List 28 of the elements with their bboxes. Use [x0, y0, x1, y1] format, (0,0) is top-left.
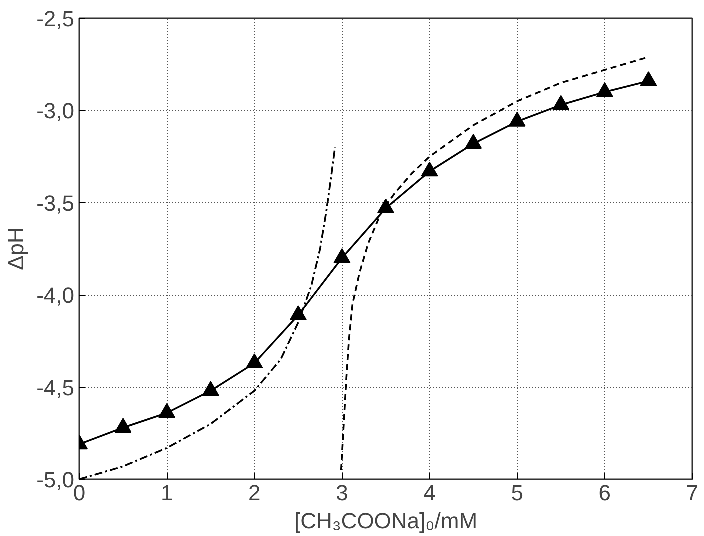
point [421, 162, 438, 177]
y-tick-label: -3,5 [36, 190, 75, 216]
x-tick-label: 2 [248, 480, 261, 506]
x-tick-label: 5 [511, 480, 524, 506]
point [246, 354, 264, 368]
point [552, 95, 570, 110]
y-tick-label: -4,0 [36, 283, 75, 308]
x-tick-label: 1 [160, 480, 174, 506]
y-tick-label: -3,0 [36, 98, 75, 124]
x-tick-label: 0 [73, 480, 86, 506]
point [290, 306, 307, 321]
y-tick-label: -4,5 [36, 375, 75, 400]
point [158, 403, 176, 418]
y-tick-label: -5,0 [36, 468, 75, 492]
x-tick-label: 6 [598, 480, 612, 506]
point [596, 82, 614, 98]
point [640, 71, 658, 86]
y-tick-label: -2,5 [36, 6, 75, 32]
y-axis-title: ΔpH [4, 228, 29, 270]
point [114, 418, 132, 433]
x-tick-label: 3 [336, 480, 348, 506]
x-axis-title: [CH₃COONa]₀/mM [294, 508, 478, 534]
x-tick-label: 4 [424, 480, 436, 506]
point [508, 112, 526, 127]
point [334, 248, 351, 264]
point [465, 134, 482, 150]
point [202, 381, 220, 396]
x-tick-label: 7 [686, 480, 699, 506]
